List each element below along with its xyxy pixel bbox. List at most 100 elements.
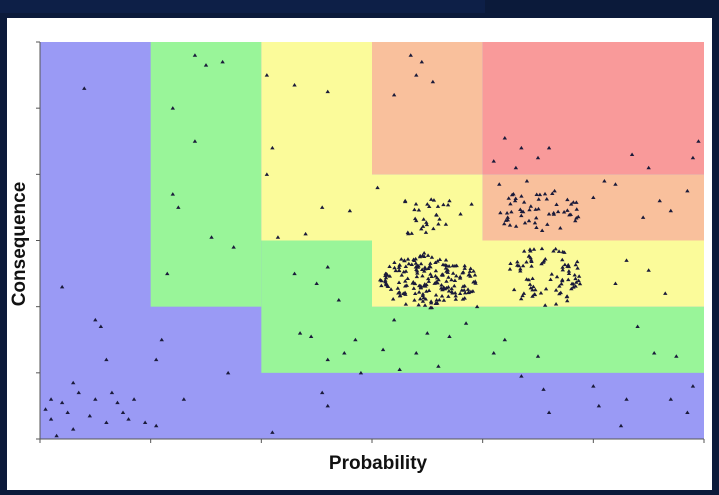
risk-point: [347, 208, 353, 213]
risk-point: [406, 261, 412, 266]
risk-point: [536, 197, 541, 201]
risk-point: [59, 400, 65, 405]
risk-point: [416, 290, 422, 294]
risk-point: [126, 417, 131, 421]
risk-point: [436, 221, 441, 226]
risk-point: [566, 271, 572, 275]
risk-point: [591, 384, 596, 388]
risk-point: [422, 282, 428, 286]
risk-point: [388, 287, 394, 291]
risk-point: [519, 374, 524, 378]
risk-point: [529, 258, 534, 262]
risk-point: [209, 235, 214, 239]
risk-point: [308, 334, 314, 338]
risk-point: [403, 264, 409, 269]
risk-point: [397, 367, 402, 372]
risk-point: [530, 294, 535, 298]
risk-point: [685, 410, 690, 415]
risk-point: [521, 291, 527, 295]
title-bar: [0, 0, 485, 13]
risk-point: [573, 218, 578, 223]
risk-point: [396, 265, 402, 269]
risk-point: [418, 296, 423, 301]
risk-point: [530, 287, 535, 292]
risk-point: [470, 289, 476, 293]
risk-point: [466, 290, 471, 295]
risk-point: [320, 205, 325, 209]
risk-point: [571, 200, 576, 204]
risk-point: [515, 263, 520, 267]
risk-point: [462, 266, 467, 270]
risk-point: [402, 258, 407, 262]
risk-point: [668, 208, 673, 213]
risk-point: [474, 304, 480, 309]
risk-point: [573, 284, 578, 288]
risk-point: [452, 278, 458, 283]
risk-point: [564, 294, 569, 299]
risk-point: [436, 277, 441, 282]
zone-moderate-3: [372, 306, 704, 373]
risk-point: [292, 271, 297, 276]
risk-point: [437, 217, 442, 221]
risk-point: [577, 281, 583, 286]
risk-point: [535, 354, 541, 358]
risk-point: [544, 196, 549, 201]
risk-point: [427, 204, 432, 208]
risk-point: [397, 262, 402, 267]
risk-point: [422, 254, 427, 259]
risk-point: [537, 192, 543, 197]
risk-point: [433, 301, 438, 305]
risk-point: [411, 286, 417, 290]
risk-point: [613, 281, 618, 286]
risk-point: [433, 293, 439, 297]
risk-point: [325, 264, 330, 269]
risk-point: [538, 291, 544, 295]
risk-point: [472, 273, 478, 277]
risk-point: [379, 283, 384, 288]
risk-point: [573, 262, 578, 267]
risk-points: [43, 53, 701, 438]
risk-point: [423, 230, 429, 234]
risk-point: [458, 212, 463, 216]
risk-point: [575, 259, 580, 264]
risk-point: [429, 274, 434, 278]
risk-point: [412, 207, 417, 212]
risk-point: [502, 337, 507, 342]
zone-moderate-0: [150, 42, 262, 307]
risk-point: [553, 288, 559, 292]
risk-point: [446, 264, 452, 268]
risk-point: [646, 268, 651, 272]
risk-point: [297, 331, 303, 335]
risk-point: [535, 155, 541, 160]
risk-point: [553, 302, 559, 306]
risk-point: [536, 206, 541, 211]
risk-point: [433, 268, 439, 273]
risk-point: [457, 274, 463, 279]
risk-point: [551, 210, 556, 215]
risk-point: [518, 266, 523, 271]
risk-point: [539, 246, 545, 251]
risk-point: [408, 53, 413, 57]
zone-moderate-2: [261, 240, 372, 373]
risk-point: [412, 291, 418, 295]
risk-point: [555, 209, 561, 214]
risk-point: [427, 264, 432, 268]
risk-point: [405, 257, 411, 261]
risk-point: [447, 334, 452, 338]
risk-point: [469, 202, 474, 206]
risk-point: [441, 202, 446, 207]
risk-point: [569, 202, 574, 206]
risk-point: [436, 364, 441, 368]
risk-point: [165, 271, 170, 276]
risk-point: [454, 263, 459, 268]
risk-point: [375, 185, 380, 190]
risk-point: [546, 410, 552, 415]
risk-point: [548, 277, 553, 281]
risk-point: [543, 286, 549, 291]
risk-point: [566, 269, 572, 273]
risk-point: [527, 247, 533, 251]
risk-point: [575, 266, 580, 270]
risk-point: [565, 208, 570, 212]
risk-point: [574, 207, 579, 211]
risk-point: [513, 224, 519, 228]
